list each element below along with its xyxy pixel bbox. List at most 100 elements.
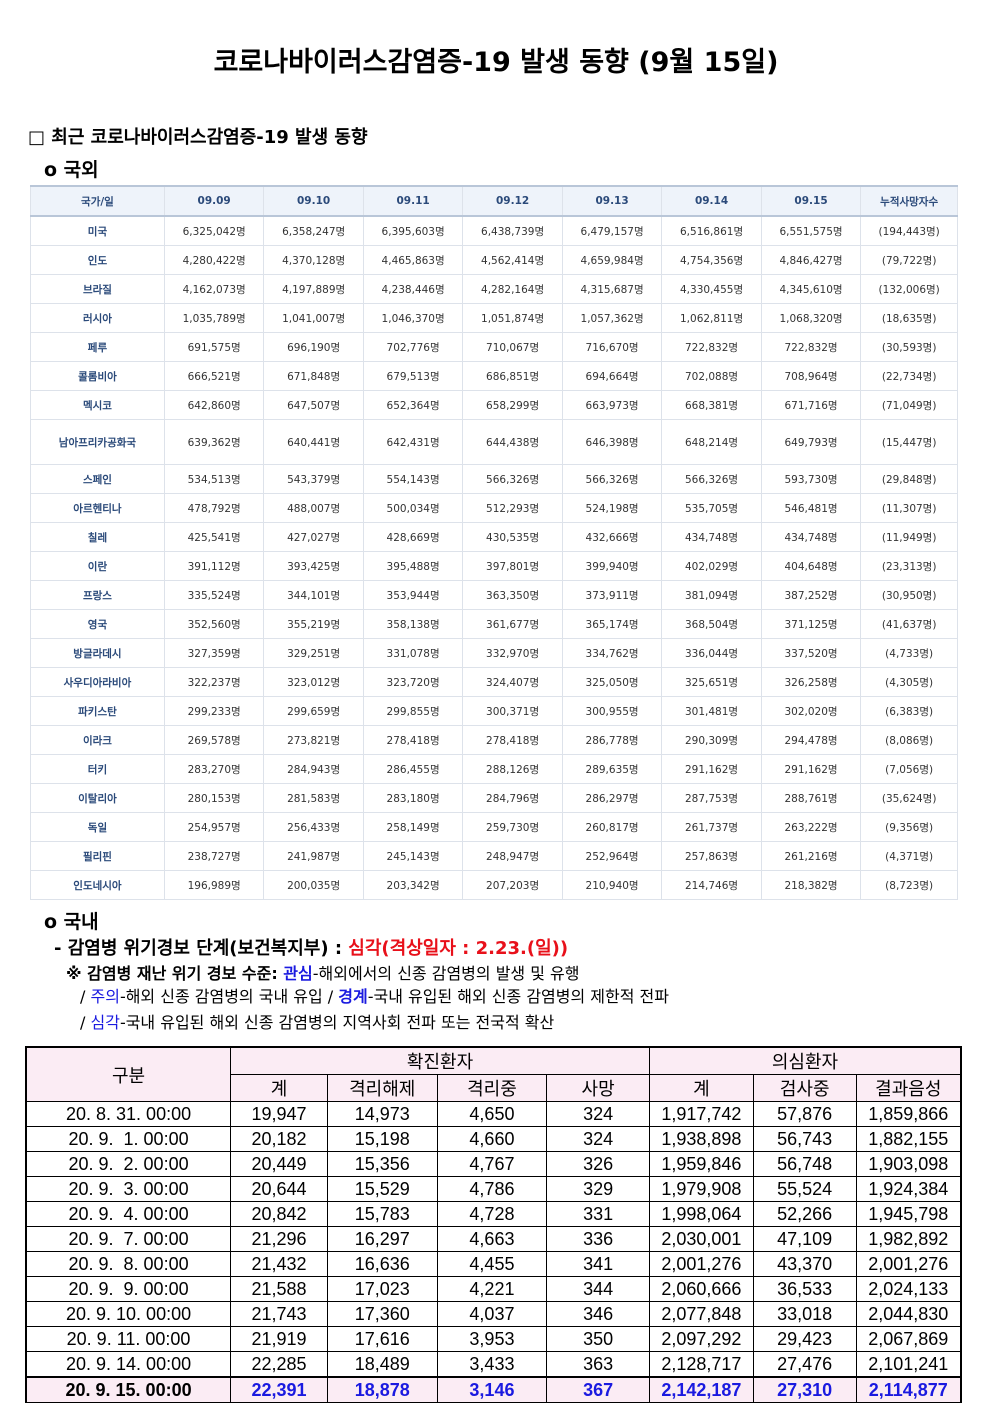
table-row: 20. 9. 8. 00:00 21,432 16,636 4,455 341 2,001… <box>25 1251 962 1277</box>
cases-cell: 6,551,575명 <box>760 215 862 246</box>
level-name: 심각 <box>90 1013 120 1032</box>
cases-cell: 261,216명 <box>760 841 862 871</box>
table-row: 영국 352,560명 355,219명 358,138명 361,677명 365,17… <box>30 609 958 639</box>
cumulative-deaths-cell: (29,848명) <box>860 464 958 494</box>
level-desc: -해외에서의 신종 감염병의 발생 및 유행 <box>312 964 580 983</box>
table-row: 인도 4,280,422명 4,370,128명 4,465,863명 4,562,41… <box>30 245 958 275</box>
value-cell: 27,310 <box>752 1376 857 1403</box>
cases-cell: 245,143명 <box>362 841 464 871</box>
value-cell: 21,919 <box>230 1326 328 1352</box>
cumulative-deaths-cell: (8,086명) <box>860 725 958 755</box>
cases-cell: 671,716명 <box>760 390 862 420</box>
country-name: 인도 <box>30 245 165 275</box>
cases-cell: 722,832명 <box>760 332 862 362</box>
cases-cell: 702,088명 <box>661 361 762 391</box>
country-name: 칠레 <box>30 522 165 552</box>
col-date: 09.13 <box>561 185 663 217</box>
cases-cell: 6,325,042명 <box>163 215 265 246</box>
value-cell: 367 <box>546 1376 650 1403</box>
country-name: 사우디아라비아 <box>30 667 165 697</box>
value-cell: 341 <box>546 1251 650 1277</box>
cases-cell: 393,425명 <box>263 551 364 581</box>
cumulative-deaths-cell: (30,950명) <box>860 580 958 610</box>
value-cell: 56,748 <box>752 1151 857 1177</box>
domestic-sub-header-row: 계 격리해제 격리중 사망 계 검사중 결과음성 <box>26 1074 962 1102</box>
table-row: 20. 9. 14. 00:00 22,285 18,489 3,433 363 2,12… <box>25 1351 962 1378</box>
country-name: 인도네시아 <box>30 870 165 900</box>
col-date: 09.10 <box>263 185 364 217</box>
country-name: 멕시코 <box>30 390 165 420</box>
cases-cell: 257,863명 <box>661 841 762 871</box>
table-row: 20. 9. 3. 00:00 20,644 15,529 4,786 329 1,979… <box>25 1176 962 1202</box>
cases-cell: 722,832명 <box>661 332 762 362</box>
value-cell: 15,783 <box>326 1201 438 1227</box>
cases-cell: 702,776명 <box>362 332 464 362</box>
cases-cell: 478,792명 <box>163 493 265 523</box>
cases-cell: 535,705명 <box>661 493 762 523</box>
value-cell: 18,878 <box>326 1376 438 1403</box>
value-cell: 2,142,187 <box>648 1376 754 1403</box>
cases-cell: 325,050명 <box>561 667 663 697</box>
value-cell: 344 <box>546 1276 650 1302</box>
value-cell: 17,023 <box>326 1276 438 1302</box>
table-row: 20. 9. 7. 00:00 21,296 16,297 4,663 336 2,030… <box>25 1226 962 1252</box>
cases-cell: 1,068,320명 <box>760 303 862 333</box>
value-cell: 52,266 <box>752 1201 857 1227</box>
cases-cell: 248,947명 <box>462 841 563 871</box>
cases-cell: 200,035명 <box>263 870 364 900</box>
value-cell: 21,296 <box>230 1226 328 1252</box>
country-name: 브라질 <box>30 274 165 304</box>
value-cell: 4,663 <box>436 1226 548 1252</box>
cases-cell: 289,635명 <box>561 754 663 784</box>
cases-cell: 566,326명 <box>661 464 762 494</box>
value-cell: 1,945,798 <box>855 1201 962 1227</box>
table-row: 아르헨티나 478,792명 488,007명 500,034명 512,293명 524… <box>30 493 958 523</box>
cases-cell: 294,478명 <box>760 725 862 755</box>
date-cell: 20. 9. 2. 00:00 <box>25 1151 232 1177</box>
cases-cell: 679,513명 <box>362 361 464 391</box>
country-name: 남아프리카공화국 <box>30 419 165 465</box>
cumulative-deaths-cell: (4,733명) <box>860 638 958 668</box>
value-cell: 3,433 <box>436 1351 548 1378</box>
country-name: 파키스탄 <box>30 696 165 726</box>
cases-cell: 642,860명 <box>163 390 265 420</box>
cases-cell: 708,964명 <box>760 361 862 391</box>
cases-cell: 658,299명 <box>462 390 563 420</box>
country-name: 독일 <box>30 812 165 842</box>
value-cell: 324 <box>546 1101 650 1127</box>
value-cell: 1,982,892 <box>855 1226 962 1252</box>
cases-cell: 4,315,687명 <box>561 274 663 304</box>
cases-cell: 546,481명 <box>760 493 862 523</box>
cases-cell: 430,535명 <box>462 522 563 552</box>
cumulative-deaths-cell: (11,949명) <box>860 522 958 552</box>
separator: / <box>327 987 334 1006</box>
cases-cell: 524,198명 <box>561 493 663 523</box>
cases-cell: 500,034명 <box>362 493 464 523</box>
cases-cell: 368,504명 <box>661 609 762 639</box>
cases-cell: 666,521명 <box>163 361 265 391</box>
country-name: 터키 <box>30 754 165 784</box>
value-cell: 3,146 <box>436 1376 548 1403</box>
value-cell: 21,588 <box>230 1276 328 1302</box>
cases-cell: 286,778명 <box>561 725 663 755</box>
value-cell: 19,947 <box>230 1101 328 1127</box>
cumulative-deaths-cell: (15,447명) <box>860 419 958 465</box>
cases-cell: 4,562,414명 <box>462 245 563 275</box>
cases-cell: 4,754,356명 <box>661 245 762 275</box>
cases-cell: 534,513명 <box>163 464 265 494</box>
value-cell: 18,489 <box>326 1351 438 1378</box>
separator: / <box>80 1013 86 1032</box>
value-cell: 2,001,276 <box>855 1251 962 1277</box>
table-row: 20. 9. 1. 00:00 20,182 15,198 4,660 324 1,938… <box>25 1126 962 1152</box>
cumulative-deaths-cell: (79,722명) <box>860 245 958 275</box>
value-cell: 2,077,848 <box>648 1301 754 1327</box>
date-cell: 20. 8. 31. 00:00 <box>25 1101 232 1127</box>
cases-cell: 329,251명 <box>263 638 364 668</box>
country-name: 영국 <box>30 609 165 639</box>
domestic-table: 구분 확진환자 의심환자 계 격리해제 격리중 사망 계 검사중 결과음성 20. 8. 3… <box>25 1046 962 1403</box>
cases-cell: 691,575명 <box>163 332 265 362</box>
table-row: 20. 9. 11. 00:00 21,919 17,616 3,953 350 2,09… <box>25 1326 962 1352</box>
value-cell: 15,356 <box>326 1151 438 1177</box>
country-name: 러시아 <box>30 303 165 333</box>
date-cell: 20. 9. 11. 00:00 <box>25 1326 232 1352</box>
